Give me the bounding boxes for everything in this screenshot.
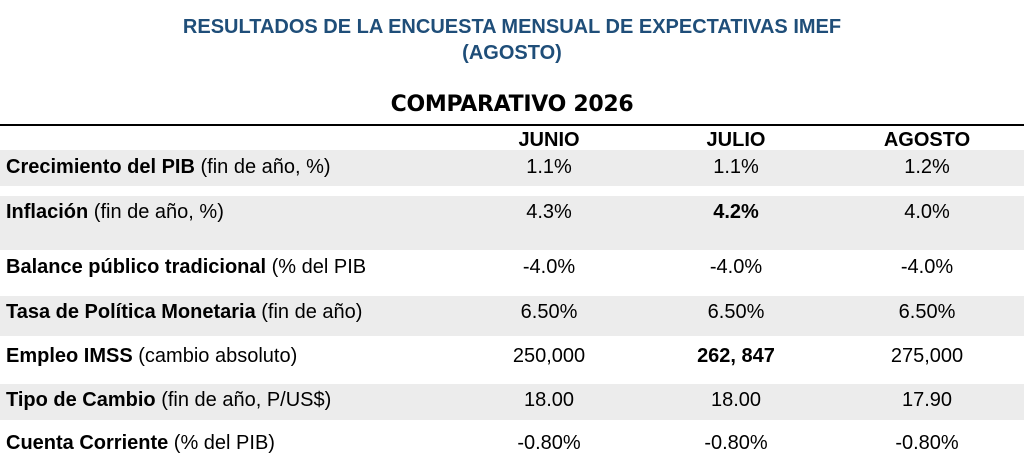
row-label-detail: (% del PIB — [266, 256, 367, 278]
row-band — [0, 150, 1024, 186]
cell-tipo-cambio-agosto: 17.90 — [901, 389, 953, 411]
cell-tasa-politica-agosto: 6.50% — [898, 301, 956, 323]
row-label-detail: (fin de año, %) — [194, 156, 331, 178]
row-label-detail: (cambio absoluto) — [132, 345, 298, 367]
cell-crecimiento-pib-julio: 1.1% — [713, 156, 759, 178]
row-label-tasa-politica: Tasa de Política Monetaria (fin de año) — [6, 300, 362, 324]
cell-empleo-imss-agosto: 275,000 — [890, 345, 964, 367]
row-label-balance-publico: Balance público tradicional (% del PIB — [6, 255, 366, 279]
cell-tipo-cambio-junio: 18.00 — [523, 389, 575, 411]
cell-cuenta-corriente-julio: -0.80% — [704, 432, 768, 454]
cell-tasa-politica-junio: 6.50% — [520, 301, 578, 323]
row-label-tipo-cambio: Tipo de Cambio (fin de año, P/US$) — [6, 388, 331, 412]
row-label-crecimiento-pib: Crecimiento del PIB (fin de año, %) — [6, 155, 331, 179]
row-label-name: Tasa de Política Monetaria — [6, 301, 256, 323]
cell-balance-publico-agosto: -4.0% — [900, 256, 954, 278]
table-subtitle: COMPARATIVO 2026 — [390, 92, 634, 117]
row-label-name: Balance público tradicional — [6, 256, 267, 278]
row-band — [0, 196, 1024, 250]
cell-balance-publico-julio: -4.0% — [709, 256, 763, 278]
row-label-detail: (% del PIB) — [168, 432, 275, 454]
row-label-inflacion: Inflación (fin de año, %) — [6, 200, 224, 224]
row-label-name: Crecimiento del PIB — [6, 156, 195, 178]
column-header-julio: JULIO — [706, 129, 766, 151]
cell-crecimiento-pib-agosto: 1.2% — [904, 156, 950, 178]
cell-balance-publico-junio: -4.0% — [522, 256, 576, 278]
cell-empleo-imss-julio: 262, 847 — [697, 345, 775, 367]
row-label-detail: (fin de año) — [255, 301, 363, 323]
cell-inflacion-junio: 4.3% — [526, 201, 572, 223]
cell-crecimiento-pib-junio: 1.1% — [526, 156, 572, 178]
row-label-empleo-imss: Empleo IMSS (cambio absoluto) — [6, 344, 297, 368]
cell-tasa-politica-julio: 6.50% — [707, 301, 765, 323]
cell-cuenta-corriente-junio: -0.80% — [517, 432, 581, 454]
row-label-detail: (fin de año, P/US$) — [155, 389, 332, 411]
cell-tipo-cambio-julio: 18.00 — [710, 389, 762, 411]
row-band — [0, 384, 1024, 420]
cell-empleo-imss-junio: 250,000 — [512, 345, 586, 367]
row-label-name: Inflación — [6, 201, 89, 223]
cell-cuenta-corriente-agosto: -0.80% — [895, 432, 959, 454]
report-title: RESULTADOS DE LA ENCUESTA MENSUAL DE EXP… — [182, 16, 842, 38]
row-label-name: Cuenta Corriente — [6, 432, 169, 454]
row-label-name: Tipo de Cambio — [6, 389, 156, 411]
row-label-cuenta-corriente: Cuenta Corriente (% del PIB) — [6, 431, 275, 455]
cell-inflacion-agosto: 4.0% — [904, 201, 950, 223]
cell-inflacion-julio: 4.2% — [713, 201, 759, 223]
report-title-month: (AGOSTO) — [462, 42, 562, 64]
column-header-agosto: AGOSTO — [883, 129, 971, 151]
row-band — [0, 296, 1024, 336]
header-rule — [0, 124, 1024, 126]
row-label-detail: (fin de año, %) — [88, 201, 224, 223]
row-label-name: Empleo IMSS — [6, 345, 133, 367]
column-header-junio: JUNIO — [518, 129, 580, 151]
